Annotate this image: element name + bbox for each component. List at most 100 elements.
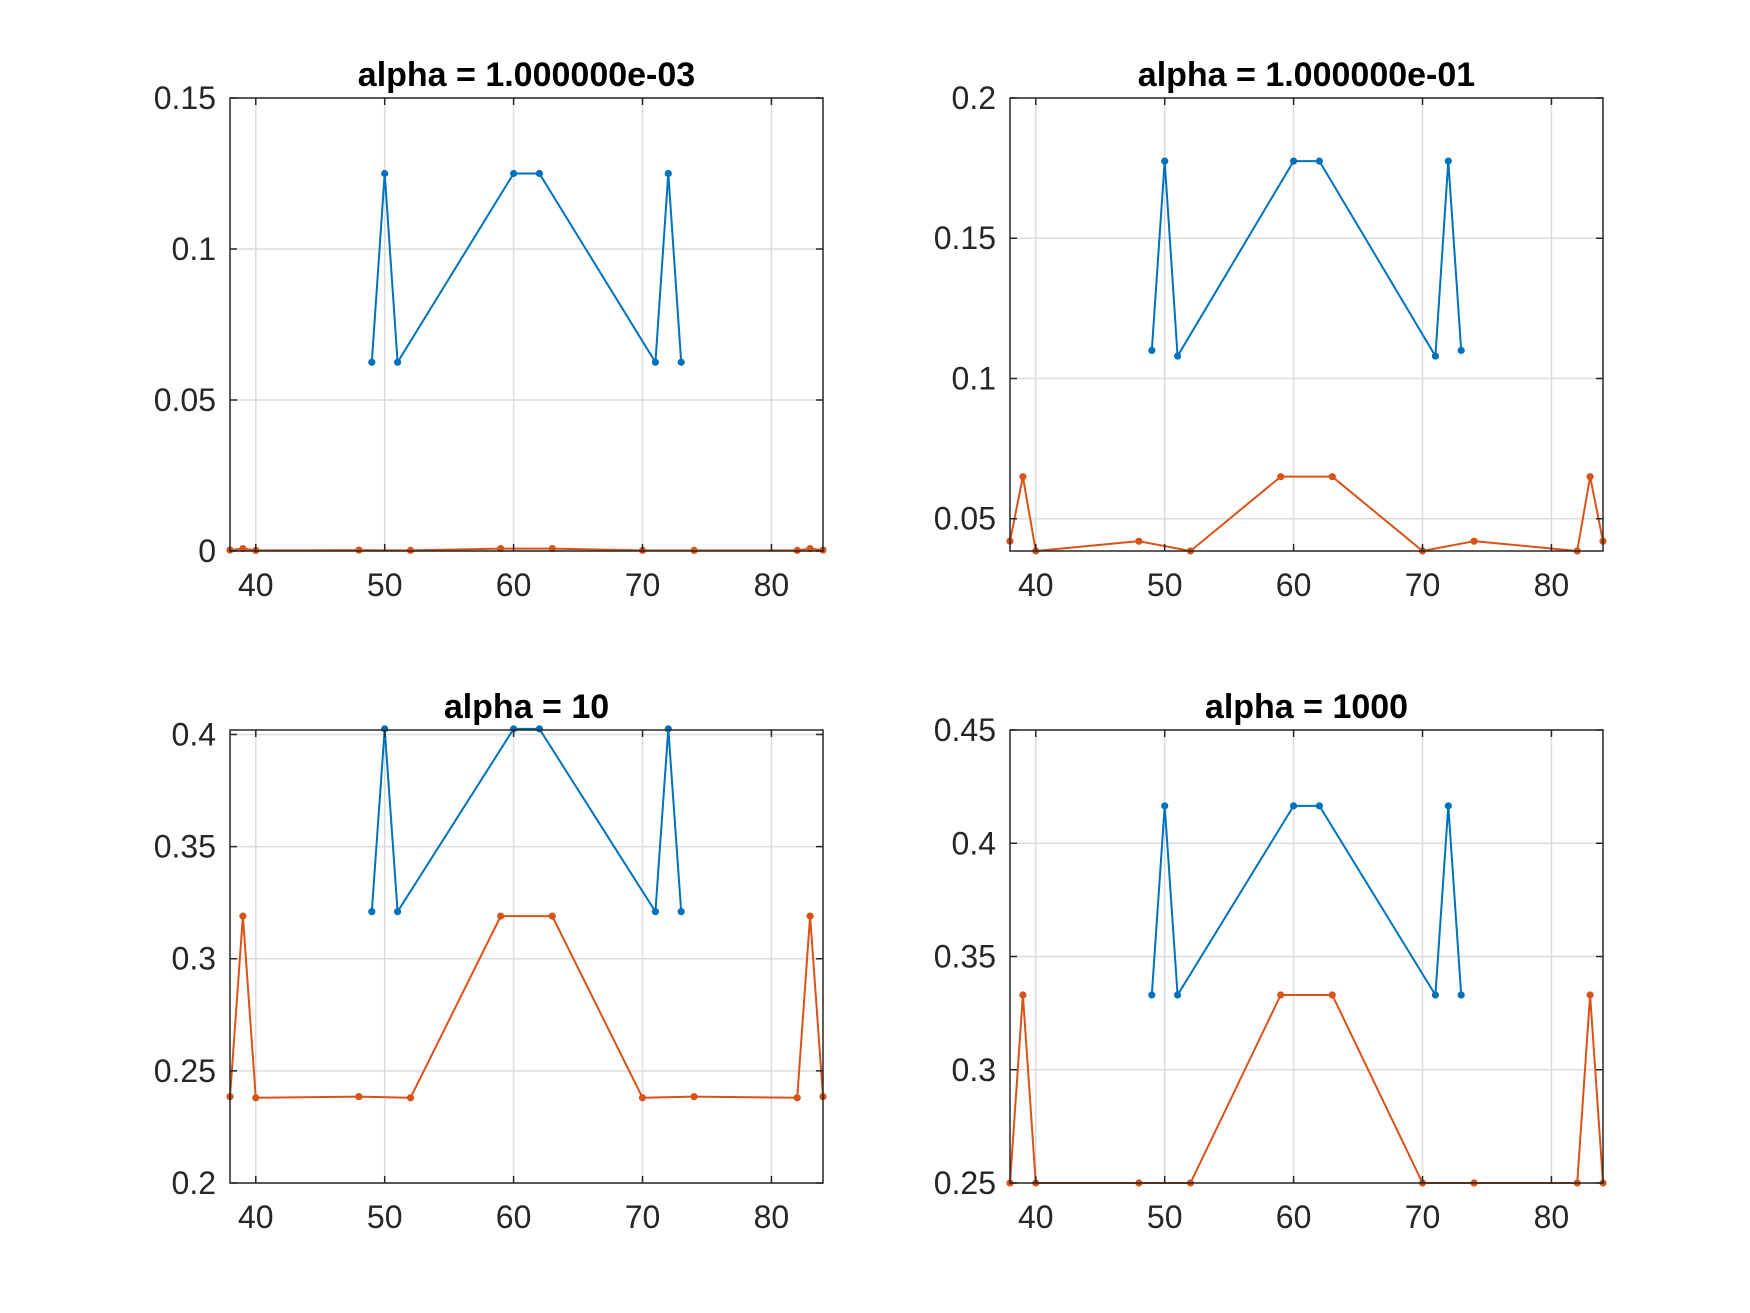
data-point xyxy=(806,912,814,920)
x-tick-label: 80 xyxy=(754,1199,790,1235)
y-tick-label: 0.2 xyxy=(952,80,996,116)
data-point xyxy=(1457,346,1465,355)
data-point xyxy=(239,912,247,920)
series-line-2 xyxy=(1009,994,1604,1184)
data-point xyxy=(355,546,363,554)
data-point xyxy=(1277,473,1285,481)
axes-background xyxy=(230,730,823,1183)
data-point xyxy=(393,358,402,366)
y-tick-label: 0.1 xyxy=(172,231,216,267)
y-tick-label: 0.25 xyxy=(154,1053,216,1089)
data-point xyxy=(1148,991,1156,999)
subplot-title: alpha = 1.000000e-01 xyxy=(1138,56,1475,94)
series-line-1 xyxy=(370,727,683,913)
data-point xyxy=(355,1093,363,1101)
data-point xyxy=(406,1094,415,1102)
data-point xyxy=(664,169,672,178)
x-tick-label: 50 xyxy=(367,567,403,603)
x-tick-label: 40 xyxy=(1018,567,1054,603)
data-point xyxy=(651,358,660,366)
data-point xyxy=(1161,157,1169,165)
y-tick-label: 0.05 xyxy=(154,382,216,418)
subplot-title: alpha = 10 xyxy=(444,688,609,726)
y-tick-label: 0.15 xyxy=(934,220,996,256)
data-point xyxy=(381,169,389,178)
y-tick-label: 0.05 xyxy=(934,501,996,537)
data-point xyxy=(1173,352,1182,360)
x-tick-label: 60 xyxy=(496,1199,532,1235)
data-point xyxy=(1470,537,1478,545)
x-tick-label: 80 xyxy=(1534,567,1570,603)
data-point xyxy=(535,169,543,178)
data-point xyxy=(535,725,543,733)
series-line-1 xyxy=(370,172,683,364)
data-point xyxy=(664,725,672,733)
y-tick-label: 0.3 xyxy=(172,941,216,977)
data-point xyxy=(1173,991,1182,999)
x-tick-label: 40 xyxy=(238,567,274,603)
axes-frame xyxy=(229,729,824,1184)
x-tick-label: 70 xyxy=(625,1199,661,1235)
x-tick-label: 60 xyxy=(496,567,532,603)
data-point xyxy=(677,908,685,916)
y-tick-label: 0.1 xyxy=(952,360,996,396)
x-tick-label: 80 xyxy=(1534,1199,1570,1235)
data-point xyxy=(1586,991,1594,999)
data-point xyxy=(1019,473,1027,481)
series-line-1 xyxy=(1150,804,1463,996)
data-point xyxy=(1586,473,1594,481)
data-point xyxy=(548,912,556,920)
data-point xyxy=(1161,802,1169,810)
axes-background xyxy=(1010,98,1603,551)
subplot-2: 40 50 60 70 80 0.05 0.1 0.15 0.2 alpha = 1.000000… xyxy=(934,56,1607,603)
subplot-title: alpha = 1.000000e-03 xyxy=(358,56,695,94)
x-tick-label: 50 xyxy=(367,1199,403,1235)
data-point xyxy=(638,1094,647,1102)
data-point xyxy=(1315,157,1323,165)
y-tick-label: 0.35 xyxy=(934,939,996,975)
data-point xyxy=(1431,991,1440,999)
series-line-2 xyxy=(1009,475,1604,552)
x-tick-label: 60 xyxy=(1276,1199,1312,1235)
x-tick-label: 70 xyxy=(1405,1199,1441,1235)
data-point xyxy=(1328,473,1336,481)
x-tick-label: 70 xyxy=(1405,567,1441,603)
data-point xyxy=(677,358,685,366)
data-point xyxy=(368,358,376,366)
data-point xyxy=(393,908,402,916)
subplot-1: 40 50 60 70 80 0 0.05 0.1 0.15 alpha = 1.000000e-… xyxy=(154,56,827,603)
y-tick-label: 0.2 xyxy=(172,1165,216,1201)
y-tick-label: 0.4 xyxy=(952,825,996,861)
data-point xyxy=(1277,991,1285,999)
x-tick-label: 50 xyxy=(1147,567,1183,603)
x-tick-label: 60 xyxy=(1276,567,1312,603)
data-point xyxy=(1431,352,1440,360)
y-tick-label: 0.45 xyxy=(934,712,996,748)
series-line-2 xyxy=(229,915,824,1099)
y-tick-label: 0.15 xyxy=(154,80,216,116)
data-point xyxy=(1148,346,1156,355)
x-tick-label: 70 xyxy=(625,567,661,603)
axes-frame xyxy=(229,97,824,552)
data-point xyxy=(510,169,518,178)
data-point xyxy=(690,1093,698,1101)
y-tick-label: 0.3 xyxy=(952,1052,996,1088)
data-point xyxy=(1444,157,1452,165)
data-point xyxy=(1315,802,1323,810)
y-tick-label: 0.35 xyxy=(154,829,216,865)
subplot-3: 40 50 60 70 80 0.2 0.25 0.3 0.35 0.4 alpha = 10 xyxy=(154,688,827,1235)
y-tick-label: 0.4 xyxy=(172,716,216,752)
series-line-1 xyxy=(1150,160,1463,358)
x-tick-label: 40 xyxy=(1018,1199,1054,1235)
y-tick-label: 0 xyxy=(198,533,216,569)
data-point xyxy=(1019,991,1027,999)
x-tick-label: 40 xyxy=(238,1199,274,1235)
data-point xyxy=(1135,537,1143,545)
data-point xyxy=(368,908,376,916)
x-tick-label: 80 xyxy=(754,567,790,603)
subplot-4: 40 50 60 70 80 0.25 0.3 0.35 0.4 0.45 alpha = 1000 xyxy=(934,688,1607,1235)
axes-frame xyxy=(1009,97,1604,552)
data-point xyxy=(497,912,505,920)
x-tick-label: 50 xyxy=(1147,1199,1183,1235)
